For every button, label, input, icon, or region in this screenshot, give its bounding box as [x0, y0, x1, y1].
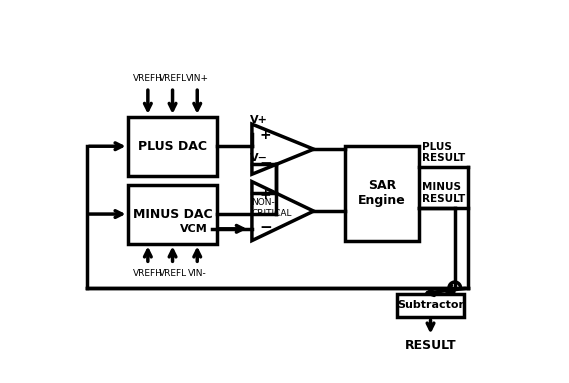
Text: Subtractor: Subtractor: [397, 301, 464, 311]
Text: V+: V+: [250, 115, 267, 125]
FancyBboxPatch shape: [129, 185, 217, 244]
Text: MINUS
RESULT: MINUS RESULT: [422, 182, 465, 204]
Text: −: −: [260, 220, 273, 235]
Text: VREFL: VREFL: [159, 74, 187, 83]
FancyBboxPatch shape: [344, 146, 419, 241]
Text: VREFH: VREFH: [133, 268, 163, 278]
Text: VREFL: VREFL: [159, 268, 187, 278]
Text: −: −: [260, 156, 273, 171]
Text: PLUS
RESULT: PLUS RESULT: [422, 142, 465, 163]
Text: PLUS DAC: PLUS DAC: [138, 140, 207, 153]
Text: MINUS DAC: MINUS DAC: [133, 208, 212, 221]
Text: VIN-: VIN-: [188, 268, 207, 278]
Text: +: +: [260, 128, 271, 142]
FancyBboxPatch shape: [129, 117, 217, 176]
Text: VCM: VCM: [180, 224, 208, 234]
Text: VIN+: VIN+: [185, 74, 209, 83]
Text: VREFH: VREFH: [133, 74, 163, 83]
Text: V−: V−: [250, 153, 268, 163]
Text: +: +: [260, 188, 271, 201]
Text: RESULT: RESULT: [405, 339, 456, 352]
FancyBboxPatch shape: [397, 294, 464, 317]
Text: SAR
Engine: SAR Engine: [358, 179, 406, 208]
Text: NON-
CRITICAL: NON- CRITICAL: [251, 198, 291, 218]
